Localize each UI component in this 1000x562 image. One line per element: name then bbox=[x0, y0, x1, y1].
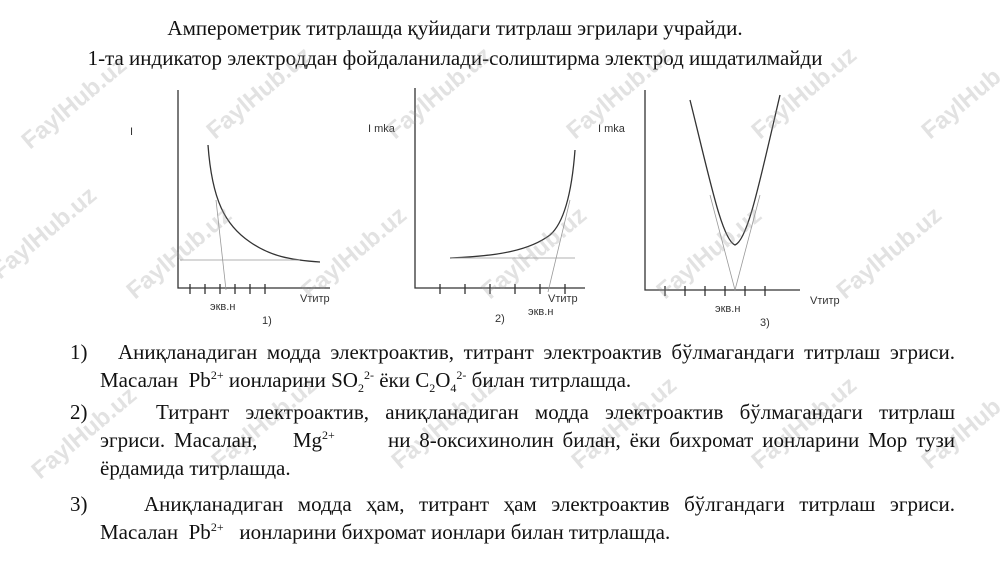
x-label: Vтитр bbox=[810, 295, 840, 307]
eq-label: экв.н bbox=[528, 306, 553, 318]
item-marker: 2) bbox=[70, 400, 88, 424]
charge: 2+ bbox=[210, 520, 224, 534]
figure-1 bbox=[177, 90, 330, 294]
formula: C bbox=[415, 368, 430, 392]
charge: 2+ bbox=[322, 428, 335, 442]
figure-2 bbox=[414, 88, 585, 294]
y-label: I bbox=[130, 126, 133, 138]
charge: 2- bbox=[363, 368, 374, 382]
watermark: FaylHub.uz bbox=[917, 42, 1000, 145]
item-text: билан титрлашда. bbox=[471, 368, 632, 392]
list-item: 2) Титрант электроактив, аниқланадиган м… bbox=[70, 398, 956, 482]
x-label: Vтитр bbox=[300, 293, 330, 305]
curve bbox=[207, 144, 321, 263]
watermark: FaylHub.uz bbox=[0, 182, 102, 285]
figure-number: 3) bbox=[760, 317, 770, 329]
item-text: Аниқланадиган модда электроактив, титран… bbox=[100, 340, 955, 392]
list-item: 3) Аниқланадиган модда ҳам, титрант ҳам … bbox=[70, 490, 955, 546]
item-marker: 3) bbox=[70, 492, 88, 516]
item-text: ни 8-оксихинолин билан, ёки бихромат ион… bbox=[100, 428, 956, 480]
eq-label: экв.н bbox=[715, 303, 740, 315]
formula: Mg bbox=[292, 428, 323, 452]
charge: 2+ bbox=[210, 368, 224, 382]
list-item: 1) Аниқланадиган модда электроактив, тит… bbox=[70, 338, 955, 396]
item-marker: 1) bbox=[70, 340, 88, 364]
axes bbox=[414, 88, 585, 289]
formula: O bbox=[435, 368, 451, 392]
watermark: FaylHub.uz bbox=[477, 202, 592, 305]
guide bbox=[180, 199, 300, 291]
ticks bbox=[439, 284, 566, 294]
axes bbox=[644, 90, 800, 291]
figure-number: 2) bbox=[495, 313, 505, 325]
watermark: FaylHub.uz bbox=[297, 202, 412, 305]
index: 2 bbox=[357, 381, 364, 396]
item-text: ёки bbox=[379, 368, 410, 392]
guide bbox=[450, 199, 575, 293]
watermark: FaylHub.uz bbox=[17, 52, 132, 155]
ticks bbox=[189, 284, 266, 294]
watermark: FaylHub.uz bbox=[382, 42, 497, 145]
formula: Pb bbox=[188, 368, 211, 392]
title-line: Амперометрик титрлашда қуйидаги титрлаш … bbox=[167, 16, 743, 40]
ticks bbox=[664, 286, 766, 296]
y-label: I mka bbox=[598, 123, 626, 135]
index: 2 bbox=[429, 381, 436, 396]
figure-3 bbox=[644, 90, 800, 296]
charge: 2- bbox=[456, 368, 467, 382]
watermark: FaylHub.uz bbox=[202, 42, 317, 145]
item-text: ионларини bbox=[228, 368, 326, 392]
formula: SO bbox=[331, 368, 358, 392]
formula: Pb bbox=[188, 520, 211, 544]
y-label: I mka bbox=[368, 123, 396, 135]
item-text: Аниқланадиган модда ҳам, титрант ҳам эле… bbox=[100, 492, 955, 544]
item-text: Титрант электроактив, аниқланадиган модд… bbox=[100, 400, 955, 452]
item-text: ионларини бихромат ионлари билан титрлаш… bbox=[239, 520, 671, 544]
title-line: 1-та индикатор электроддан фойдаланилади… bbox=[87, 46, 823, 70]
guide bbox=[709, 194, 761, 292]
watermark: FaylHub.uz bbox=[832, 202, 947, 305]
eq-label: экв.н bbox=[210, 301, 235, 313]
curve bbox=[689, 94, 781, 246]
axes bbox=[177, 90, 330, 289]
watermark: FaylHub.uz bbox=[652, 202, 767, 305]
figure-number: 1) bbox=[262, 315, 272, 327]
curve bbox=[449, 149, 576, 259]
x-label: Vтитр bbox=[548, 293, 578, 305]
index: 4 bbox=[450, 381, 457, 396]
watermark: FaylHub.uz bbox=[747, 42, 862, 145]
